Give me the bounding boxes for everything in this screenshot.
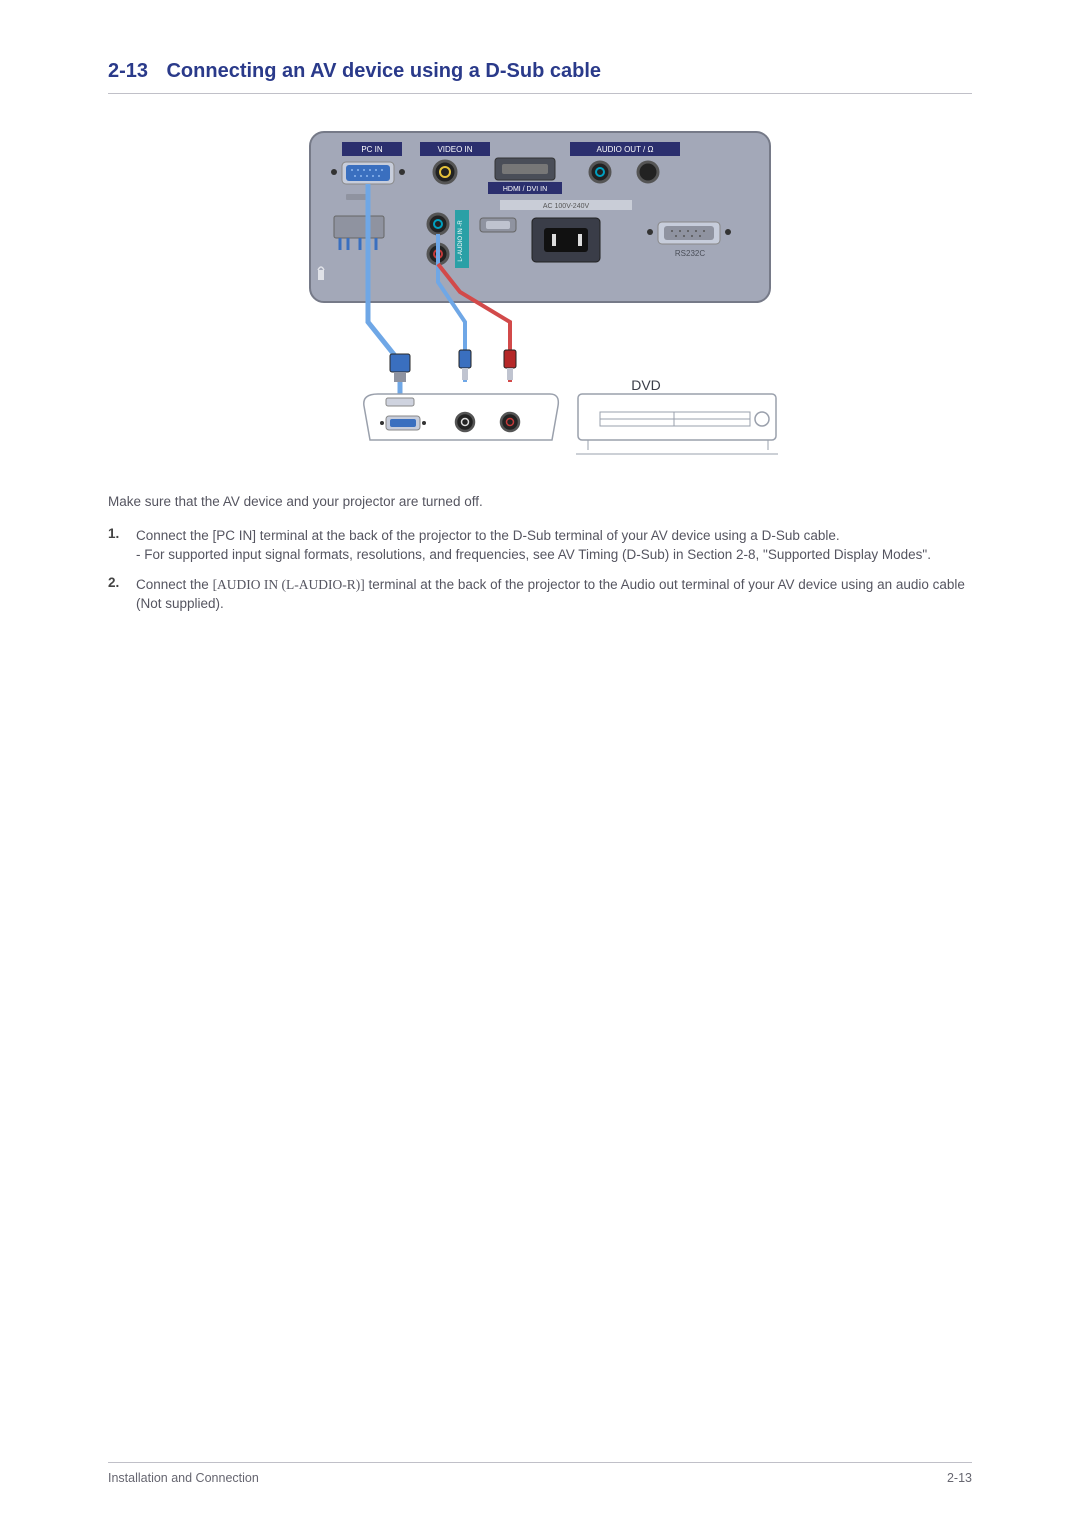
rs232c-screw	[647, 229, 653, 235]
step-2: 2. Connect the [AUDIO IN (L-AUDIO-R)] te…	[108, 575, 972, 614]
page: 2-13 Connecting an AV device using a D-S…	[0, 0, 1080, 1527]
dvd-audio-r	[501, 413, 519, 431]
rs232c-core	[664, 226, 714, 240]
audio-out-jack	[590, 162, 610, 182]
step-2-b: [AUDIO IN (L-AUDIO-R)]	[213, 577, 365, 592]
ac-pin	[578, 234, 582, 246]
label-hdmi: HDMI / DVI IN	[503, 186, 547, 193]
label-audio-out: AUDIO OUT / Ω	[597, 145, 654, 154]
diagram-svg: PC IN VIDEO IN AUDIO OUT / Ω HDMI / DVI	[300, 122, 780, 462]
connection-diagram: PC IN VIDEO IN AUDIO OUT / Ω HDMI / DVI	[108, 122, 972, 462]
step-number: 2.	[108, 575, 136, 614]
section-number: 2-13	[108, 60, 148, 82]
section-title-wrap: 2-13 Connecting an AV device using a D-S…	[108, 60, 972, 94]
step-body: Connect the [PC IN] terminal at the back…	[136, 526, 931, 565]
step-number: 1.	[108, 526, 136, 565]
step-2-a: Connect the	[136, 577, 213, 592]
dsub-screw	[399, 169, 405, 175]
step-body: Connect the [AUDIO IN (L-AUDIO-R)] termi…	[136, 575, 972, 614]
audio-r-tip	[507, 368, 513, 380]
dsub-screw	[331, 169, 337, 175]
audio-in-l	[428, 214, 448, 234]
dvd-vga-screw	[422, 421, 426, 425]
page-footer: Installation and Connection 2-13	[108, 1462, 972, 1485]
step-1-line2: - For supported input signal formats, re…	[136, 547, 931, 562]
rs232c-label: RS232C	[675, 249, 705, 258]
rs232c-screw	[725, 229, 731, 235]
audio-l-tip	[462, 368, 468, 380]
footer-left: Installation and Connection	[108, 1471, 259, 1485]
audio-l-plug	[459, 350, 471, 368]
dvd-audio-l	[456, 413, 474, 431]
label-video-in: VIDEO IN	[437, 145, 472, 154]
section-title: Connecting an AV device using a D-Sub ca…	[166, 60, 601, 82]
audio-in-strip-label: L- AUDIO IN -R	[458, 220, 464, 262]
lock-icon	[318, 270, 324, 280]
step-1-line1: Connect the [PC IN] terminal at the back…	[136, 528, 840, 543]
pc-in-core	[346, 165, 390, 181]
dvd-vga-screw	[380, 421, 384, 425]
dvd-body-right	[578, 394, 776, 440]
step-1: 1. Connect the [PC IN] terminal at the b…	[108, 526, 972, 565]
dsub-plug-tip	[394, 372, 406, 382]
footer-right: 2-13	[947, 1471, 972, 1485]
dvd-slot	[386, 398, 414, 406]
dvd-vga-core	[390, 419, 416, 427]
dsub-plug-dvd	[390, 354, 410, 372]
video-in-jack-hole	[444, 171, 447, 174]
ac-label: AC 100V-240V	[543, 203, 590, 210]
audio-r-plug	[504, 350, 516, 368]
fuse-inner	[486, 221, 510, 229]
dvd-feet	[588, 440, 768, 450]
label-pc-in: PC IN	[361, 145, 383, 154]
steps-list: 1. Connect the [PC IN] terminal at the b…	[108, 526, 972, 614]
headphone-jack	[638, 162, 658, 182]
intro-text: Make sure that the AV device and your pr…	[108, 492, 972, 512]
hdmi-core	[502, 164, 548, 174]
dvd-label: DVD	[631, 377, 661, 393]
ac-pin	[552, 234, 556, 246]
slot-block	[334, 216, 384, 238]
